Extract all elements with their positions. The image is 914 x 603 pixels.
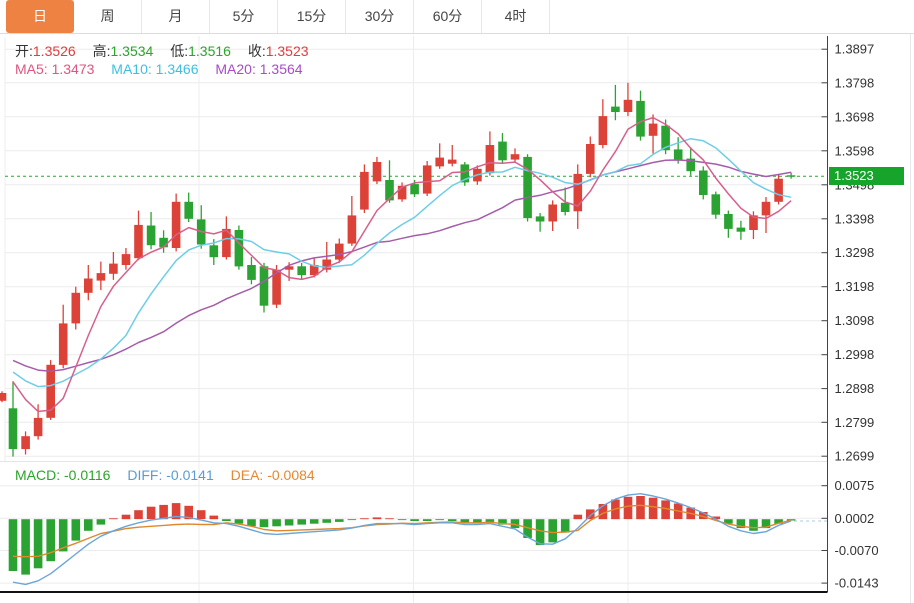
diff-label: DIFF: bbox=[127, 467, 163, 483]
low-label: 低: bbox=[170, 43, 189, 59]
ma-legend: MA5: 1.3473 MA10: 1.3466 MA20: 1.3564 bbox=[15, 61, 316, 77]
diff-value: -0.0141 bbox=[166, 467, 214, 483]
ma5-label: MA5: bbox=[15, 61, 48, 77]
ma20-line bbox=[12, 159, 792, 372]
svg-text:1.3098: 1.3098 bbox=[835, 313, 875, 328]
macd-pair: MACD: -0.0116 bbox=[15, 467, 110, 483]
svg-text:1.3298: 1.3298 bbox=[835, 245, 875, 260]
macd-legend: MACD: -0.0116 DIFF: -0.0141 DEA: -0.0084 bbox=[15, 467, 328, 483]
ma5-pair: MA5: 1.3473 bbox=[15, 61, 94, 77]
ma20-value: 1.3564 bbox=[259, 61, 303, 77]
svg-text:1.3798: 1.3798 bbox=[835, 75, 875, 90]
svg-text:-0.0143: -0.0143 bbox=[835, 576, 879, 591]
current-price-badge: 1.3523 bbox=[829, 167, 904, 185]
ma10-pair: MA10: 1.3466 bbox=[111, 61, 198, 77]
dea-label: DEA: bbox=[230, 467, 264, 483]
tab-15min[interactable]: 15分 bbox=[278, 0, 346, 33]
svg-text:-0.0070: -0.0070 bbox=[835, 543, 879, 558]
tab-day[interactable]: 日 bbox=[6, 0, 74, 33]
diff-pair: DIFF: -0.0141 bbox=[127, 467, 213, 483]
low-value: 1.3516 bbox=[188, 43, 231, 59]
tab-5min[interactable]: 5分 bbox=[210, 0, 278, 33]
dea-value: -0.0084 bbox=[267, 467, 315, 483]
tab-4hour[interactable]: 4时 bbox=[482, 0, 550, 33]
close-label: 收: bbox=[247, 43, 266, 59]
ma10-line bbox=[12, 137, 792, 388]
ma20-pair: MA20: 1.3564 bbox=[215, 61, 302, 77]
period-tab-bar: 日 周 月 5分 15分 30分 60分 4时 bbox=[0, 0, 914, 34]
ma10-value: 1.3466 bbox=[155, 61, 199, 77]
svg-text:1.2998: 1.2998 bbox=[835, 347, 875, 362]
svg-text:1.3598: 1.3598 bbox=[835, 143, 875, 158]
ma10-label: MA10: bbox=[111, 61, 152, 77]
macd-label: MACD: bbox=[15, 467, 61, 483]
svg-text:1.2699: 1.2699 bbox=[835, 449, 875, 464]
macd-value: -0.0116 bbox=[64, 467, 111, 483]
svg-text:1.3698: 1.3698 bbox=[835, 109, 875, 124]
svg-text:0.0075: 0.0075 bbox=[835, 478, 875, 493]
high-value-pair: 高:1.3534 bbox=[93, 43, 154, 59]
svg-text:1.3398: 1.3398 bbox=[835, 211, 875, 226]
high-value: 1.3534 bbox=[110, 43, 154, 59]
close-value: 1.3523 bbox=[265, 43, 309, 59]
low-value-pair: 低:1.3516 bbox=[170, 43, 231, 59]
ma5-line bbox=[12, 116, 792, 413]
diff-line bbox=[12, 493, 792, 586]
open-label: 开: bbox=[15, 43, 33, 59]
svg-text:1.3198: 1.3198 bbox=[835, 279, 875, 294]
svg-text:1.3897: 1.3897 bbox=[835, 42, 875, 57]
svg-text:0.0002: 0.0002 bbox=[835, 511, 875, 526]
tab-60min[interactable]: 60分 bbox=[414, 0, 482, 33]
tab-30min[interactable]: 30分 bbox=[346, 0, 414, 33]
open-value: 1.3526 bbox=[32, 43, 76, 59]
ma20-label: MA20: bbox=[215, 61, 256, 77]
ma5-value: 1.3473 bbox=[51, 61, 95, 77]
svg-text:1.2799: 1.2799 bbox=[835, 415, 875, 430]
tab-week[interactable]: 周 bbox=[74, 0, 142, 33]
high-label: 高: bbox=[92, 43, 111, 59]
open-value-pair: 开:1.3526 bbox=[15, 43, 76, 59]
svg-text:1.2898: 1.2898 bbox=[835, 381, 875, 396]
close-value-pair: 收:1.3523 bbox=[248, 43, 309, 59]
tab-month[interactable]: 月 bbox=[142, 0, 210, 33]
ohlc-legend: 开:1.3526 高:1.3534 低:1.3516 收:1.3523 bbox=[15, 41, 322, 61]
dea-pair: DEA: -0.0084 bbox=[231, 467, 315, 483]
